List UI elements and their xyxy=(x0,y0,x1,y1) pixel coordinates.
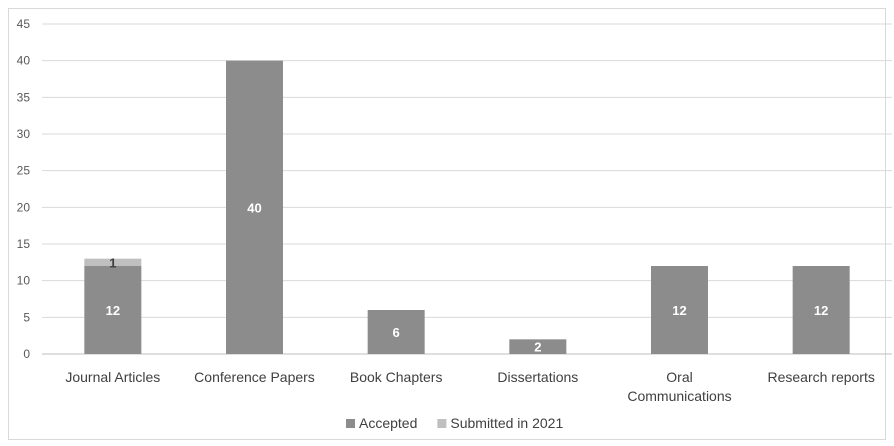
x-tick-label: Communications xyxy=(627,388,731,404)
y-tick-label: 25 xyxy=(17,164,31,178)
chart-frame xyxy=(8,8,886,440)
x-axis-labels: Journal Articles Conference Papers Book Ch… xyxy=(65,369,874,404)
data-label: 1 xyxy=(109,255,116,270)
bar-accepted xyxy=(792,266,850,354)
x-tick-label: Book Chapters xyxy=(350,369,443,385)
x-tick-label: Oral xyxy=(666,369,692,385)
legend-swatch xyxy=(346,419,355,428)
y-tick-label: 10 xyxy=(17,274,31,288)
bar-accepted xyxy=(509,339,567,354)
x-tick-label: Conference Papers xyxy=(194,369,315,385)
y-tick-label: 5 xyxy=(23,310,30,324)
x-tick-label: Dissertations xyxy=(497,369,578,385)
y-tick-label: 15 xyxy=(17,237,31,251)
bar-submitted xyxy=(84,258,142,266)
y-axis-ticks: 0 5 10 15 20 25 30 35 40 45 xyxy=(17,17,31,361)
bar-accepted xyxy=(226,60,283,355)
data-label: 40 xyxy=(247,200,261,215)
y-tick-label: 20 xyxy=(17,200,31,214)
x-tick-label: Journal Articles xyxy=(65,369,160,385)
legend: Accepted Submitted in 2021 xyxy=(346,415,563,431)
y-tick-label: 0 xyxy=(23,347,30,361)
y-tick-label: 30 xyxy=(17,127,31,141)
data-label: 2 xyxy=(534,340,541,355)
y-tick-label: 40 xyxy=(17,54,31,68)
x-tick-label: Research reports xyxy=(767,369,874,385)
y-tick-label: 45 xyxy=(17,17,31,31)
data-label: 6 xyxy=(393,325,400,340)
gridlines xyxy=(42,23,892,355)
y-tick-label: 35 xyxy=(17,90,31,104)
legend-swatch xyxy=(437,419,447,428)
legend-label: Accepted xyxy=(359,415,417,431)
data-label: 12 xyxy=(814,303,828,318)
bar-accepted xyxy=(651,266,708,354)
bar-accepted xyxy=(367,310,425,354)
data-label: 12 xyxy=(106,303,120,318)
data-labels: 12 1 40 6 2 12 12 xyxy=(106,200,829,354)
data-label: 12 xyxy=(672,303,686,318)
bar-accepted xyxy=(84,266,142,354)
bars xyxy=(84,60,850,355)
legend-label: Submitted in 2021 xyxy=(450,415,563,431)
